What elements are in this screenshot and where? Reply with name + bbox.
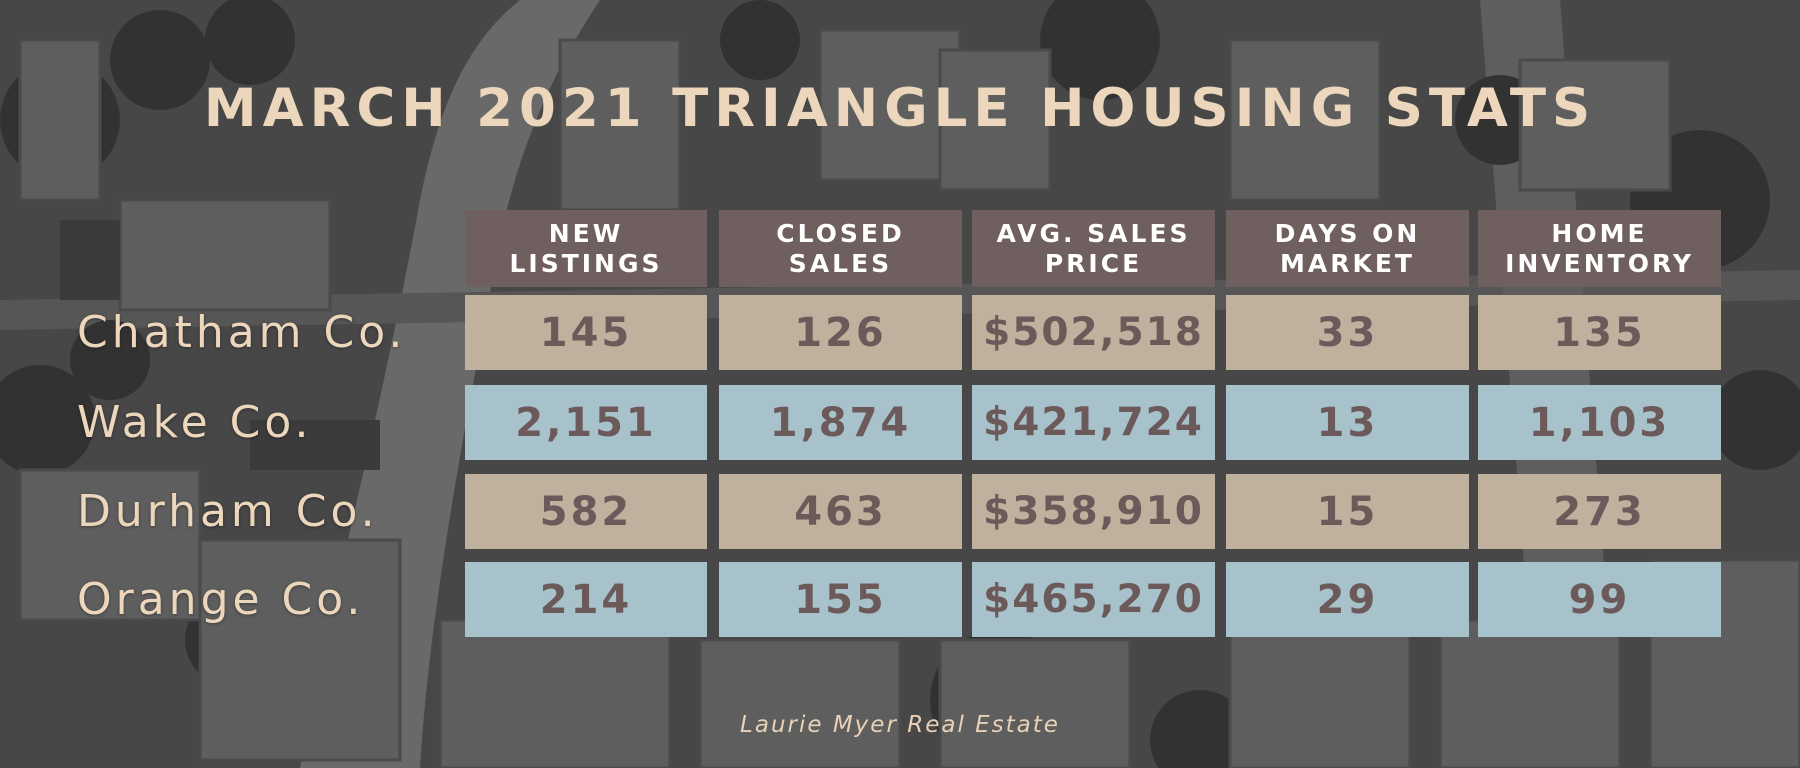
row-label-durham: Durham Co. xyxy=(77,486,379,537)
cell-durham-new-listings: 582 xyxy=(465,474,707,549)
cell-wake-days-on-market: 13 xyxy=(1226,385,1469,460)
header-days-on-market: DAYS ON MARKET xyxy=(1226,210,1469,287)
cell-orange-new-listings: 214 xyxy=(465,562,707,637)
cell-chatham-home-inventory: 135 xyxy=(1478,295,1721,370)
row-label-wake: Wake Co. xyxy=(77,397,313,448)
cell-durham-avg-sales-price: $358,910 xyxy=(972,474,1215,549)
footer-credit: Laurie Myer Real Estate xyxy=(740,712,1060,738)
cell-durham-home-inventory: 273 xyxy=(1478,474,1721,549)
cell-orange-avg-sales-price: $465,270 xyxy=(972,562,1215,637)
cell-wake-new-listings: 2,151 xyxy=(465,385,707,460)
cell-chatham-closed-sales: 126 xyxy=(719,295,962,370)
cell-wake-closed-sales: 1,874 xyxy=(719,385,962,460)
header-closed-sales: CLOSED SALES xyxy=(719,210,962,287)
cell-chatham-days-on-market: 33 xyxy=(1226,295,1469,370)
cell-chatham-new-listings: 145 xyxy=(465,295,707,370)
cell-durham-closed-sales: 463 xyxy=(719,474,962,549)
cell-orange-days-on-market: 29 xyxy=(1226,562,1469,637)
row-label-orange: Orange Co. xyxy=(77,574,365,625)
row-label-chatham: Chatham Co. xyxy=(77,307,407,358)
cell-orange-closed-sales: 155 xyxy=(719,562,962,637)
header-home-inventory: HOME INVENTORY xyxy=(1478,210,1721,287)
cell-wake-home-inventory: 1,103 xyxy=(1478,385,1721,460)
header-avg-sales-price: AVG. SALES PRICE xyxy=(972,210,1215,287)
page-title: MARCH 2021 TRIANGLE HOUSING STATS xyxy=(203,78,1597,139)
header-new-listings: NEW LISTINGS xyxy=(465,210,707,287)
cell-durham-days-on-market: 15 xyxy=(1226,474,1469,549)
cell-orange-home-inventory: 99 xyxy=(1478,562,1721,637)
cell-chatham-avg-sales-price: $502,518 xyxy=(972,295,1215,370)
cell-wake-avg-sales-price: $421,724 xyxy=(972,385,1215,460)
